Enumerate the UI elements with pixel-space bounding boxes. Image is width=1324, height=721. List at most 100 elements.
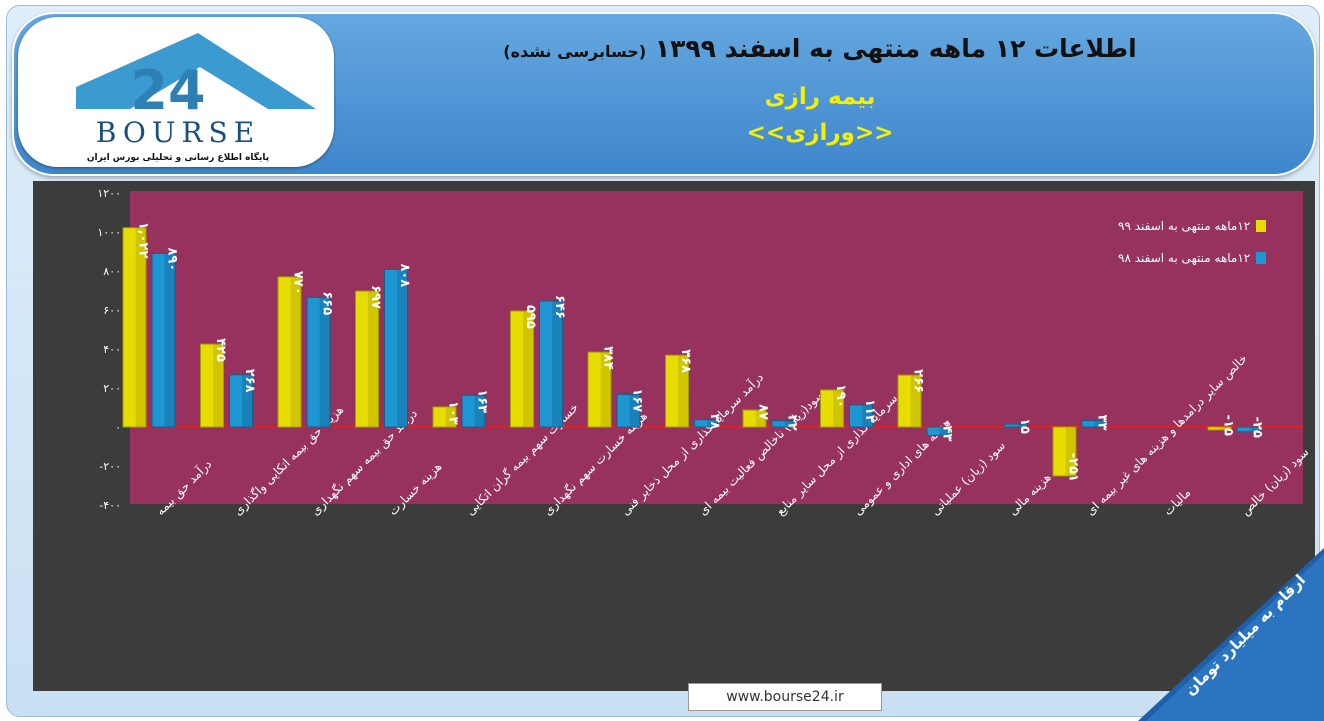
bar-98	[849, 404, 873, 428]
bar-99	[122, 227, 147, 428]
data-label: ۸۷	[756, 404, 771, 420]
data-label: ۱۶۷	[630, 388, 645, 412]
website-link[interactable]: www.bourse24.ir	[688, 683, 882, 711]
data-label: ۶۹۷	[368, 285, 383, 309]
bar-shade	[1094, 420, 1105, 427]
data-label: ۶۶۵	[320, 291, 335, 315]
plot-area	[130, 191, 1303, 504]
data-label: -۴۳	[940, 420, 955, 441]
data-label: ۳۶۸	[678, 349, 693, 373]
bar-99	[355, 290, 379, 428]
y-tick-label: -۲۰۰	[99, 460, 121, 473]
bar-98	[694, 419, 718, 428]
y-tick-label: -۴۰۰	[99, 499, 121, 512]
logo-wordmark: BOURSE	[96, 116, 260, 149]
bar-99	[1052, 426, 1077, 477]
bar-shade	[523, 310, 534, 427]
bar-shade	[1249, 427, 1260, 432]
data-label: ۲۶۶	[911, 369, 926, 393]
title-main: اطلاعات ۱۲ ماهه منتهی به اسفند ۱۳۹۹	[654, 34, 1137, 63]
y-tick-label: ۸۰۰	[103, 265, 121, 278]
y-tick-label: ۱۲۰۰	[97, 187, 121, 200]
bar-shade	[600, 352, 611, 427]
bar-99	[1207, 426, 1232, 431]
bar-99	[432, 406, 457, 428]
logo-number: 24	[130, 59, 205, 122]
bar-98	[229, 374, 253, 428]
bar-99	[587, 351, 612, 428]
data-label: ۳۸۴	[601, 346, 616, 370]
bar-shade	[135, 227, 146, 427]
bar-chart: ۱۲۰۰۱۰۰۰۸۰۰۶۰۰۴۰۰۲۰۰۰-۲۰۰-۴۰۰۱,۰۲۲۸۹۰درآ…	[97, 187, 1312, 519]
bar-99	[277, 276, 302, 428]
bar-shade	[862, 404, 873, 427]
legend-swatch-99	[1256, 220, 1267, 232]
bar-shade	[1065, 427, 1076, 476]
bar-shade	[368, 291, 379, 427]
bar-shade	[678, 355, 689, 427]
data-label: ۴۲۵	[213, 338, 228, 362]
data-label: ۸۹۰	[165, 247, 180, 271]
data-label: ۱۰۳	[446, 401, 461, 425]
bar-shade	[319, 297, 330, 427]
bar-99	[897, 374, 922, 428]
data-label: -۱۵	[1221, 415, 1236, 436]
bar-shade	[910, 375, 921, 427]
y-tick-label: ۱۰۰۰	[97, 226, 121, 239]
unit-badge-triangle	[1138, 548, 1324, 721]
legend-item-99: ۱۲ماهه منتهی به اسفند ۹۹	[1118, 219, 1267, 233]
bar-shade	[445, 406, 456, 427]
y-tick-label: ۲۰۰	[103, 382, 121, 395]
bar-99	[820, 389, 844, 428]
data-label: ۱۶۳	[475, 389, 490, 413]
data-label: ۷۷۰	[291, 271, 306, 295]
chart-panel: ۱۲۰۰ ۱۰۰۰ ۸۰۰ ۶۰۰ ۴۰۰ ۲۰۰ ۰ -۲۰۰ -۴۰۰ ۱,۰۲۲ ۸۹۰ درآ…	[33, 181, 1315, 691]
bar-98	[151, 252, 176, 428]
page-title: اطلاعات ۱۲ ماهه منتهی به اسفند ۱۳۹۹ (حسا…	[350, 34, 1290, 63]
y-tick-label: ۴۰۰	[103, 343, 121, 356]
bar-shade	[213, 344, 224, 427]
bar-98	[539, 300, 563, 428]
legend-item-98: ۱۲ماهه منتهی به اسفند ۹۸	[1118, 251, 1267, 265]
bar-99	[665, 354, 689, 428]
bar-98	[306, 296, 331, 428]
bar-shade	[707, 419, 718, 427]
data-label: ۳۳	[1095, 415, 1110, 431]
bar-98	[1081, 420, 1106, 428]
data-label: ۱۵	[1017, 418, 1032, 434]
data-label: -۲۵	[1250, 417, 1265, 438]
legend-swatch-98	[1256, 252, 1267, 264]
bar-99	[200, 343, 224, 428]
bar-shade	[1017, 424, 1028, 427]
data-label: ۱۱۳	[862, 399, 877, 423]
logo-mountain-shape	[76, 33, 316, 109]
bar-shade	[833, 389, 844, 427]
title-sub: (حسابرسی نشده)	[503, 42, 647, 61]
legend-label-99: ۱۲ماهه منتهی به اسفند ۹۹	[1118, 219, 1251, 233]
data-label: ۵۹۵	[523, 305, 538, 329]
ticker-symbol: <<ورازی>>	[746, 120, 894, 146]
bar-98	[926, 426, 951, 436]
bar-shade	[939, 427, 950, 436]
bar-shade	[1220, 427, 1231, 430]
data-label: ۱۹۰	[833, 384, 848, 408]
company-name: بیمه رازی	[764, 84, 876, 110]
logo-tagline: پایگاه اطلاع رسانی و تحلیلی بورس ایران	[87, 151, 269, 163]
bar-shade	[755, 410, 766, 427]
bar-shade	[552, 301, 563, 427]
bar-99	[742, 409, 767, 428]
data-label: ۲۶۸	[242, 369, 257, 393]
bourse24-logo-graphic: 24 BOURSE پایگاه اطلاع رسانی و تحلیلی بو…	[76, 33, 316, 163]
unit-badge	[1138, 548, 1324, 721]
bar-shade	[242, 374, 253, 427]
data-label: ۳۸	[707, 414, 722, 430]
y-tick-label: ۶۰۰	[103, 304, 121, 317]
data-label: ۸۰۸	[397, 263, 412, 287]
bar-98	[771, 420, 796, 428]
bar-shade	[629, 394, 640, 427]
bar-shade	[474, 395, 485, 427]
bar-98	[1236, 426, 1261, 433]
bar-98	[616, 393, 641, 428]
y-tick-label: ۰	[115, 421, 121, 434]
bar-shade	[397, 269, 408, 427]
